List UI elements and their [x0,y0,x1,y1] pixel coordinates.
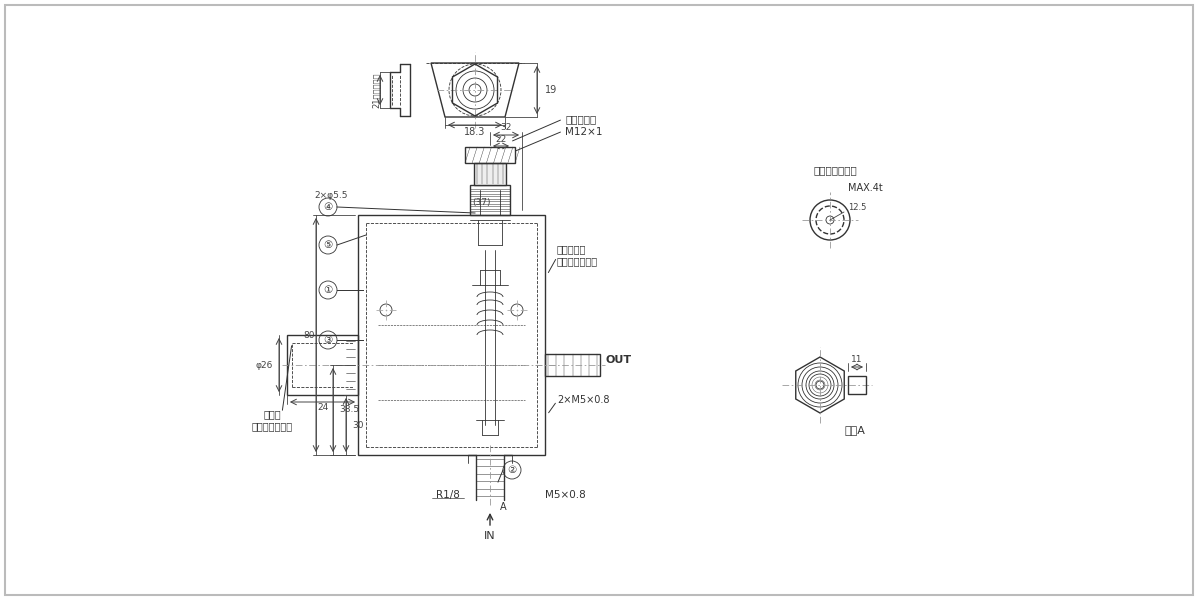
Text: 圧力計
（オプション）: 圧力計 （オプション） [252,409,292,431]
Text: MAX.4t: MAX.4t [848,183,883,193]
Text: ④: ④ [323,202,333,212]
Text: IN: IN [484,531,496,541]
Bar [474,163,506,185]
Text: 38.5: 38.5 [339,406,359,415]
Bar [358,215,545,455]
Text: 21（二面幅）: 21（二面幅） [371,72,381,108]
Text: φ26: φ26 [255,361,273,370]
Text: ③: ③ [323,335,333,345]
Bar [848,376,866,394]
Text: 矢視A: 矢視A [845,425,865,435]
Text: M5×0.8: M5×0.8 [545,490,586,500]
Bar [545,354,600,376]
Text: 11: 11 [852,355,863,364]
Text: 22: 22 [496,136,507,145]
Text: M12×1: M12×1 [565,127,603,137]
Bar [288,335,358,395]
Text: A: A [500,502,507,512]
Text: 六角ナット: 六角ナット [565,114,597,124]
Text: 80: 80 [303,331,315,340]
Text: ⑤: ⑤ [323,240,333,250]
Text: ①: ① [323,285,333,295]
Text: ブラケット
（オプション）: ブラケット （オプション） [557,244,598,266]
Text: (37): (37) [472,199,490,208]
Text: 30: 30 [352,421,363,430]
Bar [470,185,510,215]
Text: OUT: OUT [606,355,633,365]
Text: 32: 32 [501,124,512,133]
Text: R1/8: R1/8 [436,490,460,500]
Text: 19: 19 [545,85,557,95]
Text: ②: ② [508,465,516,475]
Text: 18.3: 18.3 [465,127,485,137]
Bar [465,147,515,163]
Text: 24: 24 [317,403,328,413]
Text: パネル取付寸法: パネル取付寸法 [813,165,857,175]
Text: 2×φ5.5: 2×φ5.5 [315,191,347,199]
Text: 12.5: 12.5 [848,203,866,212]
Text: 2×M5×0.8: 2×M5×0.8 [557,395,610,405]
